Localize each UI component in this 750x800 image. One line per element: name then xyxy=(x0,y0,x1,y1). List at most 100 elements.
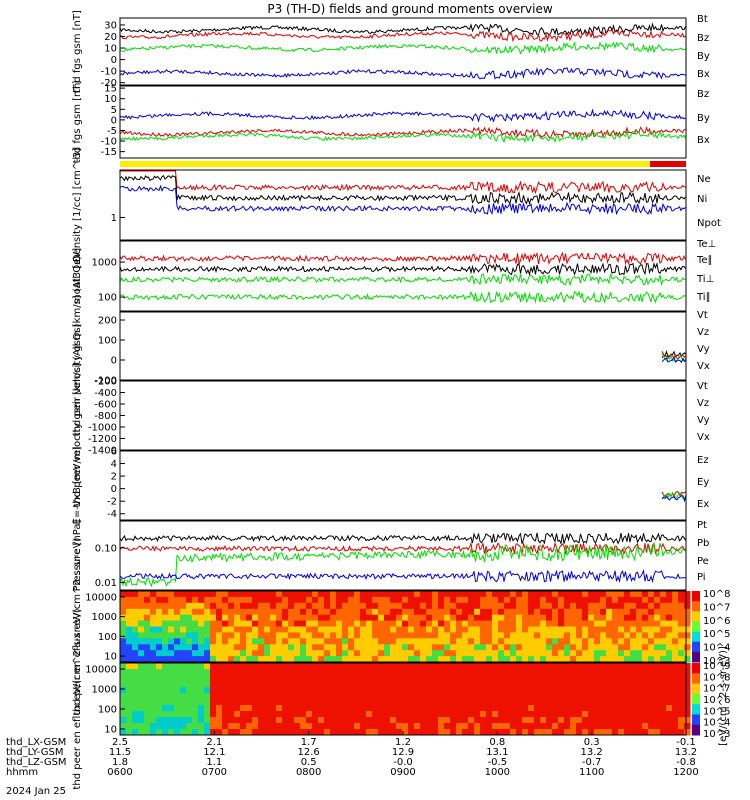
spectrogram-cell xyxy=(456,729,463,736)
spectrogram-cell xyxy=(204,693,211,700)
spectrogram-cell xyxy=(276,596,283,604)
spectrogram-cell xyxy=(240,675,247,682)
spectrogram-cell xyxy=(132,681,139,688)
spectrogram-cell xyxy=(660,602,667,610)
spectrogram-cell xyxy=(594,681,601,688)
spectrogram-cell xyxy=(600,632,607,639)
spectrogram-cell xyxy=(366,711,373,718)
spectrogram-cell xyxy=(162,626,169,633)
spectrogram-cell xyxy=(288,626,295,633)
spectrogram-cell xyxy=(684,650,691,657)
spectrogram-cell xyxy=(318,705,325,712)
spectrogram-cell xyxy=(660,614,667,622)
y-axis-label: Pressure [nPa] xyxy=(72,520,83,592)
spectrogram-cell xyxy=(264,663,271,670)
spectrogram-cell xyxy=(318,681,325,688)
spectrogram-cell xyxy=(492,656,499,663)
spectrogram-cell xyxy=(156,705,163,712)
spectrogram-cell xyxy=(600,681,607,688)
spectrogram-cell xyxy=(402,656,409,663)
spectrogram-cell xyxy=(228,717,235,724)
spectrogram-cell xyxy=(234,596,241,604)
legend-Vt: Vt xyxy=(697,310,708,321)
spectrogram-cell xyxy=(576,729,583,736)
spectrogram-cell xyxy=(624,591,631,598)
spectrogram-cell xyxy=(672,711,679,718)
spectrogram-cell xyxy=(522,729,529,736)
spectrogram-cell xyxy=(132,729,139,736)
spectrogram-cell xyxy=(456,596,463,604)
spectrogram-cell xyxy=(336,717,343,724)
spectrogram-cell xyxy=(426,644,433,651)
spectrogram-cell xyxy=(354,626,361,633)
spectrogram-cell xyxy=(540,620,547,628)
spectrogram-cell xyxy=(216,608,223,616)
spectrogram-cell xyxy=(198,632,205,639)
spectrogram-cell xyxy=(258,699,265,706)
spectrogram-cell xyxy=(402,663,409,670)
spectrogram-cell xyxy=(480,614,487,622)
spectrogram-cell xyxy=(246,711,253,718)
spectrogram-cell xyxy=(372,644,379,651)
spectrogram-cell xyxy=(120,608,127,616)
spectrogram-cell xyxy=(492,675,499,682)
spectrogram-cell xyxy=(348,693,355,700)
spectrogram-cell xyxy=(120,729,127,736)
spectrogram-cell xyxy=(402,723,409,730)
spectrogram-cell xyxy=(270,705,277,712)
spectrogram-cell xyxy=(162,681,169,688)
spectrogram-cell xyxy=(132,687,139,694)
spectrogram-cell xyxy=(252,717,259,724)
spectrogram-cell xyxy=(672,723,679,730)
spectrogram-cell xyxy=(324,608,331,616)
spectrogram-cell xyxy=(408,632,415,639)
spectrogram-cell xyxy=(636,626,643,633)
spectrogram-cell xyxy=(348,650,355,657)
spectrogram-cell xyxy=(336,675,343,682)
legend-Vz: Vz xyxy=(697,327,709,338)
spectrogram-cell xyxy=(450,687,457,694)
spectrogram-cell xyxy=(408,591,415,598)
spectrogram-cell xyxy=(360,675,367,682)
spectrogram-cell xyxy=(510,608,517,616)
spectrogram-cell xyxy=(360,638,367,645)
spectrogram-cell xyxy=(198,675,205,682)
spectrogram-cell xyxy=(336,681,343,688)
spectrogram-cell xyxy=(192,687,199,694)
spectrogram-cell xyxy=(630,591,637,598)
spectrogram-cell xyxy=(474,729,481,736)
spectrogram-cell xyxy=(234,644,241,651)
spectrogram-cell xyxy=(120,596,127,604)
spectrogram-cell xyxy=(276,608,283,616)
spectrogram-cell xyxy=(612,638,619,645)
spectrogram-cell xyxy=(540,723,547,730)
spectrogram-cell xyxy=(510,687,517,694)
spectrogram-cell xyxy=(294,602,301,610)
spectrogram-cell xyxy=(258,717,265,724)
spectrogram-cell xyxy=(468,693,475,700)
spectrogram-cell xyxy=(666,638,673,645)
spectrogram-cell xyxy=(492,669,499,676)
spectrogram-cell xyxy=(246,687,253,694)
legend-Vy: Vy xyxy=(697,344,710,355)
spectrogram-cell xyxy=(234,693,241,700)
y-axis-label: E=-VxB [mV/m] xyxy=(72,446,83,524)
spectrogram-cell xyxy=(306,614,313,622)
spectrogram-cell xyxy=(162,656,169,663)
spectrogram-cell xyxy=(408,711,415,718)
spectrogram-cell xyxy=(474,650,481,657)
spectrogram-cell xyxy=(456,681,463,688)
spectrogram-cell xyxy=(666,669,673,676)
spectrogram-cell xyxy=(606,638,613,645)
spectrogram-cell xyxy=(258,608,265,616)
spectrogram-cell xyxy=(288,693,295,700)
spectrogram-cell xyxy=(504,717,511,724)
spectrogram-cell xyxy=(456,723,463,730)
spectrogram-cell xyxy=(480,723,487,730)
spectrogram-cell xyxy=(240,591,247,598)
spectrogram-cell xyxy=(318,596,325,604)
spectrogram-cell xyxy=(300,717,307,724)
axis-row-label: thd_LY-GSM xyxy=(6,747,63,758)
spectrogram-cell xyxy=(216,687,223,694)
